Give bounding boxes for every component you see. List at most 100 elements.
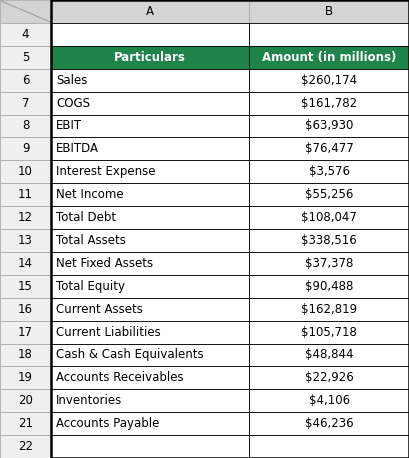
Bar <box>249 298 409 321</box>
Text: 16: 16 <box>18 303 33 316</box>
Text: $63,930: $63,930 <box>305 120 353 132</box>
Bar <box>51 252 249 275</box>
Text: Interest Expense: Interest Expense <box>56 165 156 178</box>
Bar <box>0 46 51 69</box>
Bar <box>51 412 249 435</box>
Bar <box>249 389 409 412</box>
Bar <box>0 137 51 160</box>
Bar <box>0 229 51 252</box>
Bar <box>249 366 409 389</box>
Bar <box>51 183 249 206</box>
Bar <box>249 92 409 114</box>
Text: 5: 5 <box>22 51 29 64</box>
Bar <box>51 435 249 458</box>
Text: 7: 7 <box>22 97 29 109</box>
Bar <box>249 252 409 275</box>
Text: Particulars: Particulars <box>115 51 186 64</box>
Bar <box>51 160 249 183</box>
Text: 4: 4 <box>22 28 29 41</box>
Bar <box>0 183 51 206</box>
Bar <box>0 92 51 114</box>
Text: Amount (in millions): Amount (in millions) <box>262 51 396 64</box>
Text: 19: 19 <box>18 371 33 384</box>
Bar <box>51 206 249 229</box>
Bar <box>51 229 249 252</box>
Bar <box>249 0 409 23</box>
Bar <box>0 69 51 92</box>
Text: $260,174: $260,174 <box>301 74 357 87</box>
Bar <box>249 435 409 458</box>
Text: $37,378: $37,378 <box>305 257 353 270</box>
Bar <box>249 69 409 92</box>
Bar <box>0 23 51 46</box>
Text: 12: 12 <box>18 211 33 224</box>
Bar <box>0 252 51 275</box>
Text: $90,488: $90,488 <box>305 280 353 293</box>
Text: 13: 13 <box>18 234 33 247</box>
Text: 10: 10 <box>18 165 33 178</box>
Text: Accounts Receivables: Accounts Receivables <box>56 371 184 384</box>
Text: $105,718: $105,718 <box>301 326 357 338</box>
Bar <box>51 0 409 458</box>
Bar <box>51 275 249 298</box>
Bar <box>51 321 249 344</box>
Bar <box>51 298 249 321</box>
Bar <box>51 46 249 69</box>
Bar <box>0 435 51 458</box>
Bar <box>51 114 249 137</box>
Bar <box>0 298 51 321</box>
Bar <box>0 160 51 183</box>
Bar <box>51 137 249 160</box>
Bar <box>51 69 249 92</box>
Text: B: B <box>325 5 333 18</box>
Text: $76,477: $76,477 <box>305 142 354 155</box>
Text: 6: 6 <box>22 74 29 87</box>
Bar <box>51 389 249 412</box>
Bar <box>0 206 51 229</box>
Text: 20: 20 <box>18 394 33 407</box>
Text: $338,516: $338,516 <box>301 234 357 247</box>
Text: $108,047: $108,047 <box>301 211 357 224</box>
Text: Current Liabilities: Current Liabilities <box>56 326 161 338</box>
Bar <box>249 23 409 46</box>
Bar <box>249 206 409 229</box>
Bar <box>51 23 249 46</box>
Bar <box>0 389 51 412</box>
Text: A: A <box>146 5 154 18</box>
Bar <box>0 0 51 23</box>
Bar <box>249 160 409 183</box>
Text: $162,819: $162,819 <box>301 303 357 316</box>
Bar <box>249 137 409 160</box>
Text: $22,926: $22,926 <box>305 371 354 384</box>
Bar <box>51 0 249 23</box>
Bar <box>0 366 51 389</box>
Bar <box>249 229 409 252</box>
Text: 22: 22 <box>18 440 33 453</box>
Text: Sales: Sales <box>56 74 88 87</box>
Text: 14: 14 <box>18 257 33 270</box>
Text: 9: 9 <box>22 142 29 155</box>
Bar <box>0 275 51 298</box>
Text: 17: 17 <box>18 326 33 338</box>
Bar <box>249 114 409 137</box>
Bar <box>0 114 51 137</box>
Bar <box>51 92 249 114</box>
Text: EBIT: EBIT <box>56 120 82 132</box>
Bar <box>0 321 51 344</box>
Text: Inventories: Inventories <box>56 394 122 407</box>
Bar <box>249 183 409 206</box>
Bar <box>249 344 409 366</box>
Text: Current Assets: Current Assets <box>56 303 143 316</box>
Bar <box>249 412 409 435</box>
Text: Net Fixed Assets: Net Fixed Assets <box>56 257 153 270</box>
Text: Total Debt: Total Debt <box>56 211 116 224</box>
Text: $3,576: $3,576 <box>309 165 350 178</box>
Bar <box>249 46 409 69</box>
Text: Total Assets: Total Assets <box>56 234 126 247</box>
Bar <box>51 366 249 389</box>
Text: $48,844: $48,844 <box>305 349 353 361</box>
Text: COGS: COGS <box>56 97 90 109</box>
Text: 18: 18 <box>18 349 33 361</box>
Text: Cash & Cash Equivalents: Cash & Cash Equivalents <box>56 349 204 361</box>
Text: Total Equity: Total Equity <box>56 280 125 293</box>
